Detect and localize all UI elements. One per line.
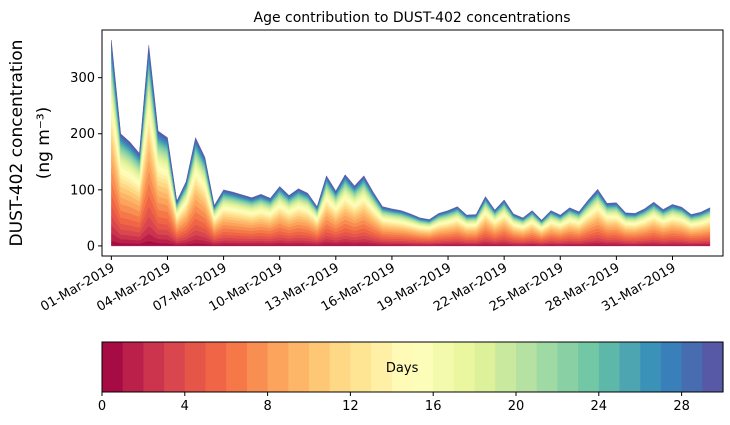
chart-title: Age contribution to DUST-402 concentrati… [254, 10, 571, 26]
age-band-29-days [111, 40, 711, 221]
colorbar-segment [122, 342, 144, 392]
y-tick-label: 200 [70, 127, 95, 142]
colorbar-frame [101, 341, 724, 393]
colorbar-tick-label: 24 [591, 399, 608, 414]
colorbar-label: Days [386, 361, 419, 376]
colorbar-tick-label: 16 [425, 399, 442, 414]
colorbar-segment [102, 342, 124, 392]
colorbar-segment [640, 342, 662, 392]
colorbar-segment [267, 342, 289, 392]
plot-frame [101, 29, 724, 257]
colorbar-segment [288, 342, 310, 392]
colorbar-segment [474, 342, 496, 392]
colorbar-segment [536, 342, 558, 392]
stacked-area-series [111, 40, 711, 247]
colorbar-segment [143, 342, 165, 392]
y-axis-label-units: (ng m⁻³) [34, 107, 54, 180]
colorbar-segment [557, 342, 579, 392]
colorbar-segment [309, 342, 331, 392]
colorbar-segment [371, 342, 393, 392]
y-axis-label: DUST-402 concentration [7, 40, 27, 247]
colorbar-segment [391, 342, 414, 392]
colorbar-tick-label: 28 [673, 399, 690, 414]
colorbar-segment [660, 342, 683, 392]
colorbar-segment [453, 342, 476, 392]
colorbar-segment [164, 342, 186, 392]
colorbar-segment [578, 342, 600, 392]
colorbar-segment [184, 342, 207, 392]
y-axis: 0 100 200 300 [70, 71, 102, 254]
colorbar-tick-label: 8 [263, 399, 271, 414]
colorbar-tick-label: 20 [508, 399, 525, 414]
y-tick-label: 100 [70, 183, 95, 198]
colorbar-segment [495, 342, 517, 392]
colorbar-tick-label: 12 [342, 399, 359, 414]
y-tick-label: 0 [87, 239, 95, 254]
colorbar-segment [619, 342, 641, 392]
colorbar-segment [702, 342, 724, 392]
colorbar-segment [681, 342, 703, 392]
colorbar-segment [598, 342, 621, 392]
colorbar-segment [412, 342, 434, 392]
colorbar: Days 0 4 8 12 16 20 24 28 [98, 341, 724, 414]
colorbar-segment [350, 342, 372, 392]
colorbar-segment [226, 342, 248, 392]
colorbar-segment [205, 342, 227, 392]
colorbar-segment [329, 342, 351, 392]
colorbar-segment [516, 342, 538, 392]
colorbar-segment [246, 342, 269, 392]
colorbar-segment [433, 342, 455, 392]
colorbar-tick-label: 0 [98, 399, 106, 414]
y-tick-label: 300 [70, 71, 95, 86]
colorbar-tick-label: 4 [181, 399, 189, 414]
x-axis: 01-Mar-201904-Mar-201907-Mar-201910-Mar-… [38, 256, 679, 315]
